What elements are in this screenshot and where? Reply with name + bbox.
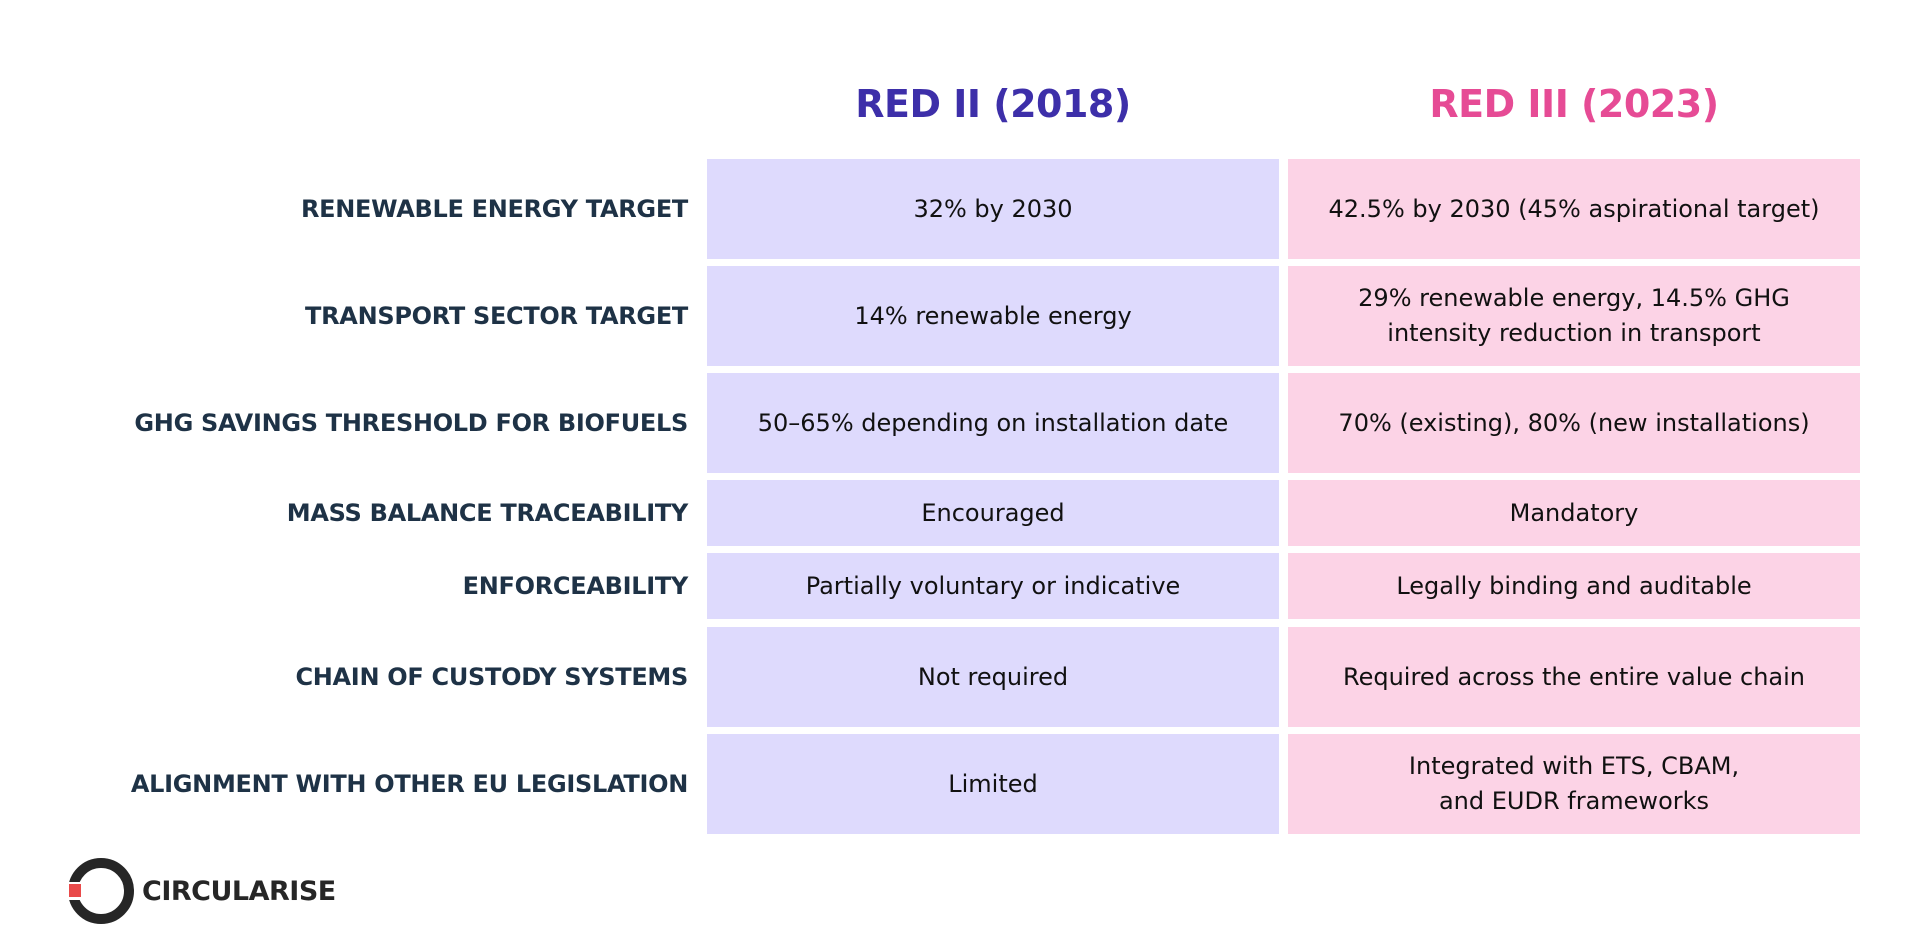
red-iii-cell: 70% (existing), 80% (new installations)	[1288, 373, 1860, 473]
row-label: TRANSPORT SECTOR TARGET	[305, 302, 688, 330]
table-row: RENEWABLE ENERGY TARGET 32% by 2030 42.5…	[0, 159, 1920, 259]
column-header-red-iii: RED III (2023)	[1429, 82, 1719, 126]
red-iii-cell: Required across the entire value chain	[1288, 627, 1860, 727]
row-label: RENEWABLE ENERGY TARGET	[300, 195, 688, 223]
row-label: ENFORCEABILITY	[462, 572, 689, 600]
table-row: CHAIN OF CUSTODY SYSTEMS Not required Re…	[0, 627, 1920, 727]
table-row: ALIGNMENT WITH OTHER EU LEGISLATION Limi…	[0, 734, 1920, 834]
row-label: MASS BALANCE TRACEABILITY	[286, 499, 689, 527]
table-row: TRANSPORT SECTOR TARGET 14% renewable en…	[0, 266, 1920, 366]
red-iii-cell: 29% renewable energy, 14.5% GHG intensit…	[1288, 266, 1860, 366]
red-ii-cell: 50–65% depending on installation date	[707, 373, 1279, 473]
table-row: ENFORCEABILITY Partially voluntary or in…	[0, 553, 1920, 619]
column-header-red-ii: RED II (2018)	[855, 82, 1131, 126]
red-ii-cell: Limited	[707, 734, 1279, 834]
circularise-logo-icon	[66, 856, 136, 926]
red-iii-cell: Integrated with ETS, CBAM, and EUDR fram…	[1288, 734, 1860, 834]
table-row: GHG SAVINGS THRESHOLD FOR BIOFUELS 50–65…	[0, 373, 1920, 473]
row-label: ALIGNMENT WITH OTHER EU LEGISLATION	[130, 770, 688, 798]
row-label: GHG SAVINGS THRESHOLD FOR BIOFUELS	[134, 409, 688, 437]
logo-wordmark: CIRCULARISE	[142, 875, 336, 907]
red-ii-cell: 32% by 2030	[707, 159, 1279, 259]
red-ii-cell: 14% renewable energy	[707, 266, 1279, 366]
red-ii-cell: Partially voluntary or indicative	[707, 553, 1279, 619]
red-iii-cell: Legally binding and auditable	[1288, 553, 1860, 619]
row-label: CHAIN OF CUSTODY SYSTEMS	[295, 663, 688, 691]
table-row: MASS BALANCE TRACEABILITY Encouraged Man…	[0, 480, 1920, 546]
red-ii-cell: Not required	[707, 627, 1279, 727]
red-iii-cell: Mandatory	[1288, 480, 1860, 546]
circularise-logo: CIRCULARISE	[66, 856, 336, 926]
red-iii-cell: 42.5% by 2030 (45% aspirational target)	[1288, 159, 1860, 259]
red-ii-cell: Encouraged	[707, 480, 1279, 546]
